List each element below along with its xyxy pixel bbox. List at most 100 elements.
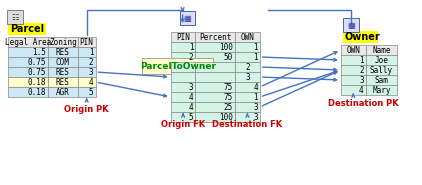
FancyBboxPatch shape — [48, 47, 78, 57]
FancyBboxPatch shape — [171, 92, 195, 102]
FancyBboxPatch shape — [78, 87, 95, 97]
FancyBboxPatch shape — [8, 23, 46, 35]
FancyBboxPatch shape — [48, 57, 78, 67]
FancyBboxPatch shape — [171, 82, 195, 92]
FancyBboxPatch shape — [8, 37, 48, 47]
FancyBboxPatch shape — [171, 112, 195, 122]
FancyBboxPatch shape — [195, 102, 235, 112]
Text: PIN: PIN — [176, 33, 190, 41]
Text: Sam: Sam — [374, 75, 388, 85]
FancyBboxPatch shape — [343, 31, 379, 43]
Text: OWN: OWN — [346, 46, 360, 55]
FancyBboxPatch shape — [171, 32, 195, 42]
FancyBboxPatch shape — [235, 82, 260, 92]
FancyBboxPatch shape — [195, 82, 235, 92]
Text: 0.75: 0.75 — [27, 68, 46, 77]
FancyBboxPatch shape — [235, 72, 260, 82]
Text: RES: RES — [56, 48, 70, 56]
FancyBboxPatch shape — [365, 45, 397, 55]
Text: 2: 2 — [189, 53, 193, 61]
FancyBboxPatch shape — [235, 102, 260, 112]
FancyBboxPatch shape — [171, 72, 195, 82]
Text: PIN: PIN — [80, 38, 94, 46]
FancyBboxPatch shape — [341, 55, 365, 65]
FancyBboxPatch shape — [365, 85, 397, 95]
Text: 4: 4 — [359, 85, 364, 95]
FancyBboxPatch shape — [48, 67, 78, 77]
FancyBboxPatch shape — [8, 47, 48, 57]
FancyBboxPatch shape — [195, 112, 235, 122]
Text: ▦: ▦ — [347, 21, 355, 29]
Text: 3: 3 — [253, 112, 258, 122]
Text: Zoning: Zoning — [49, 38, 77, 46]
FancyBboxPatch shape — [235, 42, 260, 52]
Text: Name: Name — [372, 46, 391, 55]
FancyBboxPatch shape — [8, 87, 48, 97]
Text: ParcelToOwner: ParcelToOwner — [140, 61, 216, 70]
FancyBboxPatch shape — [365, 75, 397, 85]
FancyBboxPatch shape — [78, 47, 95, 57]
Text: 50: 50 — [224, 53, 233, 61]
FancyBboxPatch shape — [235, 52, 260, 62]
Text: Owner: Owner — [345, 32, 381, 42]
FancyBboxPatch shape — [78, 57, 95, 67]
FancyBboxPatch shape — [195, 42, 235, 52]
FancyBboxPatch shape — [195, 32, 235, 42]
FancyBboxPatch shape — [8, 57, 48, 67]
Text: ☷: ☷ — [12, 13, 19, 21]
FancyBboxPatch shape — [171, 42, 195, 52]
Text: Destination FK: Destination FK — [212, 120, 282, 129]
FancyBboxPatch shape — [235, 62, 260, 72]
Text: Origin FK: Origin FK — [161, 120, 205, 129]
FancyBboxPatch shape — [78, 77, 95, 87]
Text: 0.18: 0.18 — [27, 78, 46, 87]
Text: AGR: AGR — [56, 88, 70, 97]
FancyBboxPatch shape — [195, 62, 235, 72]
FancyBboxPatch shape — [195, 92, 235, 102]
Text: ▦: ▦ — [184, 14, 192, 23]
Text: 1: 1 — [189, 43, 193, 51]
Text: 4: 4 — [253, 83, 258, 92]
FancyBboxPatch shape — [8, 10, 23, 24]
Text: Percent: Percent — [199, 33, 231, 41]
FancyBboxPatch shape — [48, 87, 78, 97]
FancyBboxPatch shape — [8, 77, 48, 87]
Text: Mary: Mary — [372, 85, 391, 95]
Text: 2: 2 — [245, 63, 250, 71]
FancyBboxPatch shape — [341, 45, 365, 55]
FancyBboxPatch shape — [48, 77, 78, 87]
Text: RES: RES — [56, 78, 70, 87]
Text: 1: 1 — [253, 43, 258, 51]
Text: 2: 2 — [89, 58, 94, 66]
FancyBboxPatch shape — [171, 62, 195, 72]
FancyBboxPatch shape — [365, 65, 397, 75]
Text: Destination PK: Destination PK — [328, 99, 398, 108]
FancyBboxPatch shape — [78, 37, 95, 47]
Text: 5: 5 — [89, 88, 94, 97]
Text: 4: 4 — [189, 92, 193, 102]
Text: 75: 75 — [224, 92, 233, 102]
FancyBboxPatch shape — [195, 72, 235, 82]
Text: 3: 3 — [253, 102, 258, 112]
Text: 0.75: 0.75 — [27, 58, 46, 66]
FancyBboxPatch shape — [180, 11, 195, 25]
FancyBboxPatch shape — [341, 85, 365, 95]
FancyBboxPatch shape — [341, 65, 365, 75]
Text: 4: 4 — [89, 78, 94, 87]
Text: 3: 3 — [359, 75, 364, 85]
Text: 3: 3 — [245, 73, 250, 82]
Text: 1.5: 1.5 — [32, 48, 46, 56]
Text: Parcel: Parcel — [11, 24, 45, 34]
Text: 0.18: 0.18 — [27, 88, 46, 97]
Text: OWN: OWN — [241, 33, 254, 41]
Text: 1: 1 — [253, 92, 258, 102]
Text: Legal Area: Legal Area — [5, 38, 51, 46]
Text: 2: 2 — [359, 65, 364, 75]
Text: 5: 5 — [189, 112, 193, 122]
FancyBboxPatch shape — [78, 67, 95, 77]
Text: 3: 3 — [189, 83, 193, 92]
Text: RES: RES — [56, 68, 70, 77]
Text: Origin PK: Origin PK — [64, 105, 109, 114]
FancyBboxPatch shape — [343, 18, 359, 32]
Text: 100: 100 — [219, 43, 233, 51]
